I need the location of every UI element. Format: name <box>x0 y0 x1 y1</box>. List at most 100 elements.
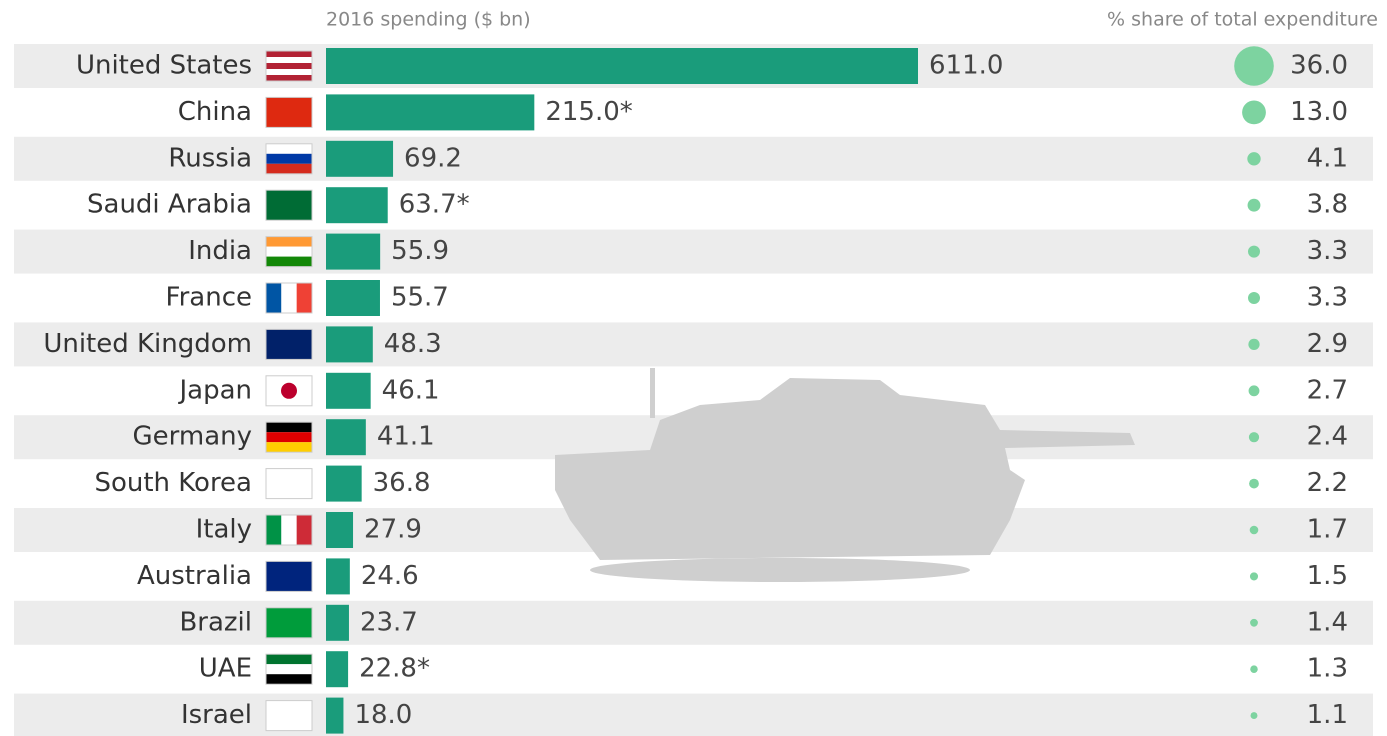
flag-border <box>265 468 313 500</box>
category-label: Israel <box>181 700 252 730</box>
value-label: 215.0* <box>545 97 632 127</box>
bar <box>326 372 371 409</box>
category-label: Australia <box>137 561 252 591</box>
row-band <box>14 229 1373 274</box>
bar <box>326 512 354 548</box>
share-dot <box>1250 665 1258 673</box>
value-label: 22.8* <box>359 654 430 684</box>
value-label: 69.2 <box>404 143 462 173</box>
share-dot <box>1250 712 1258 720</box>
bar <box>326 140 394 177</box>
flag-border <box>265 607 313 639</box>
row-band <box>14 600 1373 645</box>
bar <box>326 94 535 131</box>
share-label: 2.7 <box>1307 375 1348 405</box>
value-label: 41.1 <box>377 422 435 452</box>
flag-border <box>265 96 313 128</box>
flag <box>266 329 312 360</box>
flag <box>266 256 312 267</box>
flag <box>296 515 312 545</box>
flag-border <box>265 421 313 453</box>
share-dot <box>1248 432 1260 443</box>
flag <box>266 664 312 675</box>
flag <box>281 283 297 313</box>
flag-border <box>265 282 313 314</box>
share-dot <box>1248 338 1260 351</box>
share-label: 1.7 <box>1307 515 1348 545</box>
share-dot <box>1249 478 1259 489</box>
share-dot <box>1248 385 1260 397</box>
category-label: Brazil <box>179 607 252 637</box>
flag <box>266 51 312 57</box>
flag-border <box>265 560 313 592</box>
flag-border <box>265 514 313 546</box>
share-label: 1.4 <box>1307 607 1348 637</box>
row-band <box>14 693 1373 736</box>
share-dot <box>1247 152 1261 166</box>
bar <box>326 465 362 502</box>
share-dot <box>1250 618 1258 627</box>
share-label: 4.1 <box>1307 143 1348 173</box>
share-dot <box>1247 198 1261 212</box>
share-label: 1.5 <box>1307 561 1348 591</box>
flag-border <box>265 700 313 732</box>
value-label: 48.3 <box>384 329 442 359</box>
flag <box>266 442 312 453</box>
value-label: 36.8 <box>373 468 431 498</box>
share-label: 1.1 <box>1307 700 1348 730</box>
category-label: Japan <box>177 375 252 405</box>
share-dot <box>1249 525 1259 535</box>
bar <box>326 651 349 688</box>
flag <box>266 163 312 174</box>
flag <box>266 190 312 221</box>
share-label: % share of total expenditure <box>1107 9 1378 31</box>
bar <box>326 326 373 363</box>
category-label: France <box>166 283 252 313</box>
bar <box>326 48 918 84</box>
value-label: 24.6 <box>361 561 419 591</box>
flag <box>266 236 312 247</box>
flag <box>266 468 312 499</box>
share-label: 3.3 <box>1307 236 1348 266</box>
category-label: Saudi Arabia <box>87 190 252 220</box>
flag <box>266 700 312 731</box>
value-label: 55.7 <box>391 283 449 313</box>
share-label: 3.3 <box>1307 283 1348 313</box>
category-label: United States <box>76 51 252 81</box>
share-label: 13.0 <box>1290 97 1348 127</box>
flag <box>266 422 312 433</box>
flag <box>266 63 312 69</box>
row-band <box>14 322 1373 367</box>
share-label: 36.0 <box>1290 51 1348 81</box>
row-band <box>14 136 1373 181</box>
bar <box>326 697 344 734</box>
x-axis-label: 2016 spending ($ bn) <box>326 9 531 31</box>
flag-border <box>265 653 313 685</box>
flag <box>266 515 282 545</box>
category-label: South Korea <box>94 468 252 498</box>
flag-border <box>265 143 313 175</box>
bar <box>326 233 381 270</box>
flag <box>266 607 312 638</box>
flag <box>266 283 282 313</box>
share-dot <box>1248 245 1260 258</box>
bar <box>326 558 350 595</box>
bar <box>326 187 388 224</box>
flag-border <box>265 189 313 221</box>
value-label: 46.1 <box>382 375 440 405</box>
category-label: UAE <box>199 654 252 684</box>
flag-border <box>265 236 313 268</box>
share-dot <box>1242 100 1266 125</box>
flag-border <box>265 328 313 360</box>
bar <box>326 280 380 316</box>
category-label: China <box>178 97 252 127</box>
flag <box>266 57 312 63</box>
flag <box>281 382 297 399</box>
share-label: 3.8 <box>1307 190 1348 220</box>
share-dot <box>1249 572 1259 581</box>
value-label: 23.7 <box>360 607 418 637</box>
tank-silhouette <box>555 368 1135 582</box>
flag-border <box>265 50 313 82</box>
flag <box>266 69 312 75</box>
